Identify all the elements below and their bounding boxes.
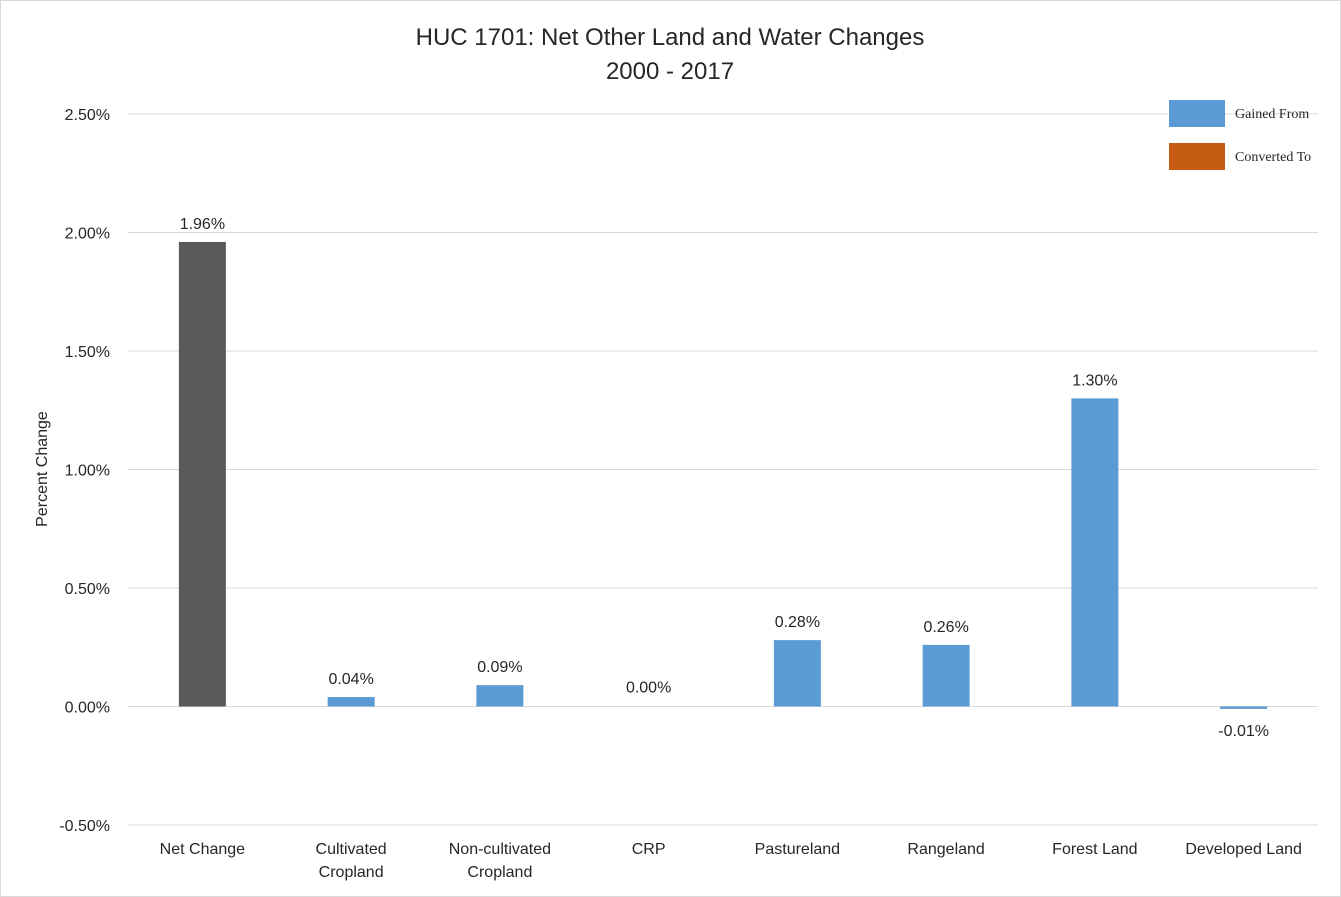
y-tick-label: 0.00% — [65, 700, 110, 717]
legend: Gained From Converted To — [1169, 100, 1311, 170]
gridlines — [128, 113, 1318, 826]
category-label: Cultivated Cropland — [316, 841, 387, 881]
y-tick-label: 1.00% — [65, 463, 110, 480]
category-label: CRP — [632, 841, 666, 858]
bars — [178, 241, 1268, 709]
category-label-line: Pastureland — [755, 841, 840, 858]
category-label-line: CRP — [632, 841, 666, 858]
y-tick-label: 1.50% — [65, 344, 110, 361]
category-label-line: Cropland — [319, 864, 384, 881]
chart-subtitle: 2000 - 2017 — [606, 58, 734, 85]
category-label: Forest Land — [1052, 841, 1137, 858]
data-label: 0.09% — [477, 659, 522, 676]
legend-swatch — [1169, 143, 1225, 170]
bar — [178, 241, 226, 707]
category-label-line: Non-cultivated — [449, 841, 551, 858]
data-label: 0.26% — [923, 619, 968, 636]
category-label-line: Developed Land — [1185, 841, 1302, 858]
bar — [476, 685, 524, 707]
category-labels: Net Change CultivatedCroplandNon-cultivat… — [160, 841, 1302, 881]
y-axis-label: Percent Change — [34, 411, 51, 527]
y-tick-label: 2.00% — [65, 226, 110, 243]
data-label: 0.04% — [328, 671, 373, 688]
category-label: Rangeland — [907, 841, 984, 858]
bar — [1071, 398, 1119, 707]
data-label: 1.96% — [180, 216, 225, 233]
data-labels: 1.96% 0.04% 0.09% 0.00% 0.28% 0.26% 1.30% -0.01… — [180, 216, 1269, 740]
category-label: Pastureland — [755, 841, 840, 858]
category-label-line: Cropland — [467, 864, 532, 881]
category-label-line: Forest Land — [1052, 841, 1137, 858]
bar — [327, 697, 375, 707]
legend-label: Converted To — [1235, 150, 1311, 165]
bar — [922, 644, 970, 707]
category-label: Non-cultivated Cropland — [449, 841, 551, 881]
y-tick-labels: -0.50% 0.00% 0.50% 1.00% 1.50% 2.00% 2.50% — [59, 107, 110, 835]
bar — [773, 640, 821, 707]
category-label-line: Rangeland — [907, 841, 984, 858]
data-label: 0.28% — [775, 614, 820, 631]
legend-label: Gained From — [1235, 107, 1309, 122]
bar — [1220, 706, 1268, 709]
y-tick-label: 0.50% — [65, 581, 110, 598]
category-label-line: Cultivated — [316, 841, 387, 858]
data-label: 1.30% — [1072, 372, 1117, 389]
category-label: Developed Land — [1185, 841, 1302, 858]
chart-title: HUC 1701: Net Other Land and Water Chang… — [416, 24, 925, 51]
legend-swatch — [1169, 100, 1225, 127]
data-label: 0.00% — [626, 680, 671, 697]
category-label: Net Change — [160, 841, 245, 858]
y-tick-label: -0.50% — [59, 818, 110, 835]
data-label: -0.01% — [1218, 723, 1269, 740]
y-tick-label: 2.50% — [65, 107, 110, 124]
category-label-line: Net Change — [160, 841, 245, 858]
